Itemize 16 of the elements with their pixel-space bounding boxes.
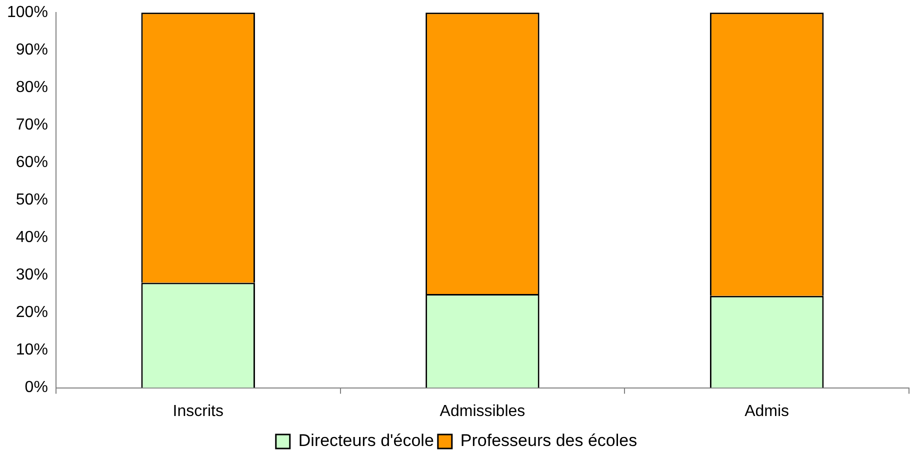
y-tick-label: 90%: [16, 42, 48, 59]
y-tick-label: 60%: [16, 154, 48, 172]
y-tick-label: 80%: [16, 79, 48, 96]
y-tick-label: 100%: [7, 4, 48, 22]
y-tick-label: 30%: [16, 266, 48, 284]
y-tick-label: 0%: [24, 379, 48, 396]
y-tick-label: 10%: [16, 342, 48, 359]
y-tick-label: 50%: [16, 192, 48, 209]
x-tick-label: Admissibles: [440, 402, 526, 420]
legend-label: Directeurs d'école: [298, 431, 434, 450]
y-tick-label: 70%: [16, 116, 48, 134]
x-tick-label: Admis: [744, 402, 790, 420]
legend-label: Professeurs des écoles: [460, 431, 638, 450]
y-tick-label: 40%: [16, 229, 48, 246]
y-tick-label: 20%: [16, 304, 48, 322]
x-tick-label: Inscrits: [172, 402, 224, 420]
